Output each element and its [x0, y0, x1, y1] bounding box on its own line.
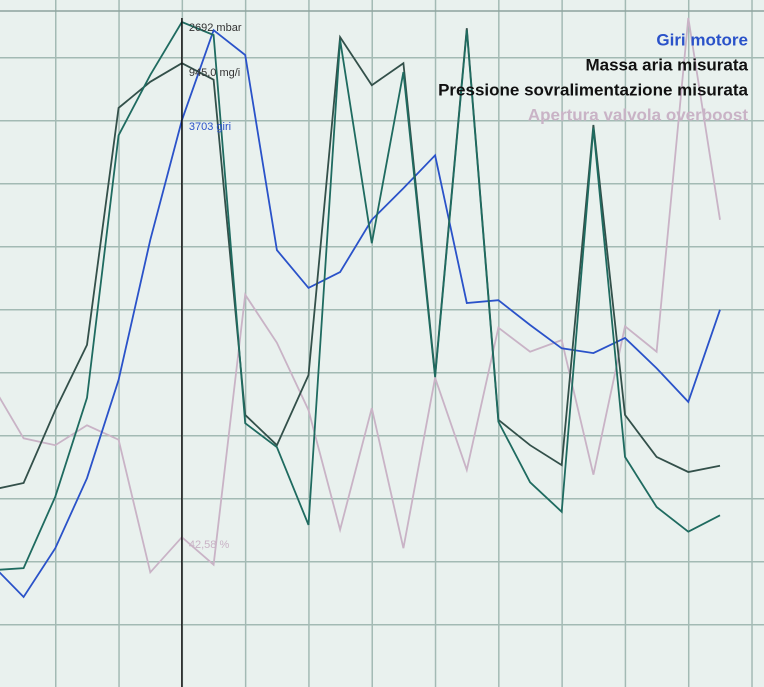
series-line	[0, 20, 721, 571]
legend-entry: Pressione sovralimentazione misurata	[438, 80, 748, 99]
legend-entry: Apertura valvola overboost	[528, 105, 748, 124]
legend-entry: Giri motore	[656, 30, 748, 49]
series-line	[0, 17, 721, 575]
cursor-label: 42,58 %	[189, 539, 230, 551]
legend-entry: Massa aria misurata	[585, 55, 748, 74]
series-line	[0, 28, 721, 599]
cursor-label: 2692 mbar	[189, 22, 242, 34]
cursor-label: 3703 giri	[189, 121, 231, 133]
cursor-label: 945,0 mg/i	[189, 67, 240, 79]
